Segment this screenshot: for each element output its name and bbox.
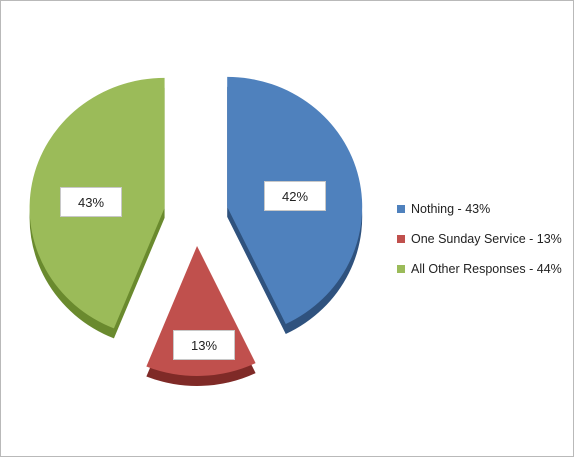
legend-item-all-other-responses: All Other Responses - 44% — [397, 254, 562, 284]
legend-label-nothing: Nothing - 43% — [411, 202, 491, 216]
legend-swatch-all-other-responses — [397, 265, 405, 273]
legend-swatch-one-sunday-service — [397, 235, 405, 243]
legend: Nothing - 43% One Sunday Service - 13% A… — [397, 194, 562, 284]
legend-item-nothing: Nothing - 43% — [397, 194, 562, 224]
data-label-all-other-responses: 43% — [60, 187, 122, 217]
legend-swatch-nothing — [397, 205, 405, 213]
pie-slice-one-sunday-service — [146, 245, 256, 386]
legend-item-one-sunday-service: One Sunday Service - 13% — [397, 224, 562, 254]
legend-label-all-other-responses: All Other Responses - 44% — [411, 262, 562, 276]
data-label-nothing: 42% — [264, 181, 326, 211]
data-label-one-sunday-service: 13% — [173, 330, 235, 360]
legend-label-one-sunday-service: One Sunday Service - 13% — [411, 232, 562, 246]
